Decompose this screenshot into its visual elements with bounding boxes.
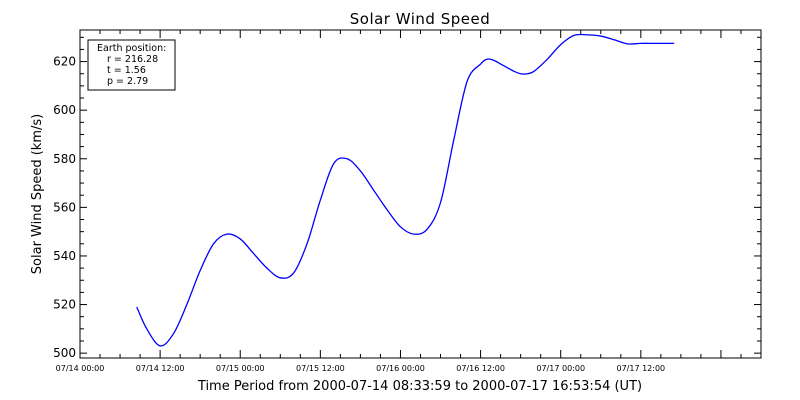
x-tick-label: 07/15 00:00 [216, 364, 265, 373]
y-tick-label: 500 [53, 346, 76, 360]
earth-position-box: Earth position: r = 216.28 t = 1.56 p = … [87, 39, 176, 91]
info-box-heading: Earth position: [97, 43, 166, 54]
x-tick-label: 07/14 12:00 [136, 364, 185, 373]
x-tick-label: 07/14 00:00 [56, 364, 105, 373]
info-box-p: p = 2.79 [107, 76, 148, 87]
info-box-frame [87, 39, 176, 91]
y-tick-label: 580 [53, 152, 76, 166]
x-tick-label: 07/16 12:00 [456, 364, 505, 373]
y-tick-label: 620 [53, 55, 76, 69]
y-tick-label: 520 [53, 298, 76, 312]
y-tick-label: 560 [53, 200, 76, 214]
y-tick-label: 540 [53, 249, 76, 263]
chart-title: Solar Wind Speed [350, 10, 490, 28]
y-tick-label: 600 [53, 103, 76, 117]
y-axis: 500 520 540 560 580 600 620 [53, 36, 761, 360]
x-tick-label: 07/17 12:00 [616, 364, 665, 373]
x-tick-label: 07/16 00:00 [376, 364, 425, 373]
x-tick-label: 07/15 12:00 [296, 364, 345, 373]
x-tick-label: 07/17 00:00 [536, 364, 585, 373]
info-box-r: r = 216.28 [107, 54, 158, 65]
y-axis-label: Solar Wind Speed (km/s) [30, 114, 45, 274]
series-line [136, 33, 675, 347]
x-axis-label: Time Period from 2000-07-14 08:33:59 to … [197, 379, 642, 394]
plot-frame [79, 29, 762, 359]
x-axis: 07/14 00:00 07/14 12:00 07/15 00:00 07/15 1… [56, 30, 762, 373]
series-group [136, 33, 675, 347]
info-box-t: t = 1.56 [107, 65, 146, 76]
